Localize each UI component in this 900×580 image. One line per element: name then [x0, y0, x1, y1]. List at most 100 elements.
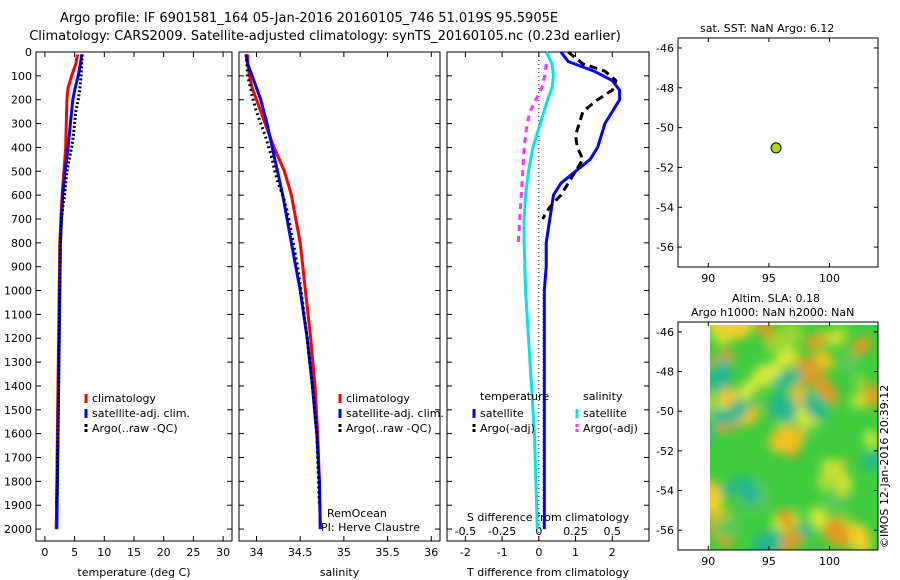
- annotation-remocean: RemOcean: [327, 507, 387, 520]
- sla-blob: [710, 424, 719, 442]
- map-y-tick-label-sla-map: -48: [656, 366, 674, 379]
- series-line-difference-profile-argoadj: [516, 63, 548, 243]
- y-tick-label: 1800: [4, 475, 32, 488]
- series-line-temperature-profile-argorawqc: [55, 54, 84, 506]
- map-x-tick-label-sla-map: 100: [819, 555, 840, 568]
- y-tick-label: 600: [11, 189, 32, 202]
- sla-heatmap: [710, 325, 878, 550]
- y-tick-label: 1100: [4, 308, 32, 321]
- map-frame-sla-map: [677, 321, 879, 551]
- sla-blob: [864, 429, 878, 449]
- y-tick-label: 1500: [4, 404, 32, 417]
- argo-location-point: [770, 142, 782, 154]
- x-tick-label-salinity-profile: 35.5: [375, 546, 400, 559]
- y-tick-label: 200: [11, 94, 32, 107]
- x2-axis-label: S difference from climatology: [467, 511, 630, 524]
- x2-tick-label: 0: [535, 525, 542, 538]
- sla-blob: [719, 387, 736, 407]
- map-y-tick-label-sla-map: -56: [656, 524, 674, 537]
- legend-label-difference: satellite: [583, 407, 627, 420]
- legend-label-salinity: satellite-adj. clim.: [346, 407, 444, 420]
- y-tick-label: 500: [11, 165, 32, 178]
- sla-blob: [861, 451, 878, 471]
- sla-blob: [849, 392, 869, 409]
- sla-blob: [802, 391, 828, 422]
- x-tick-label-salinity-profile: 34: [249, 546, 263, 559]
- y-tick-label: 1300: [4, 356, 32, 369]
- x2-tick-label: 0.5: [604, 525, 622, 538]
- y-tick-label: 1600: [4, 428, 32, 441]
- series-line-salinity-profile-satelliteadjclim: [244, 54, 322, 530]
- map-y-tick-label-sla-map: -50: [656, 405, 674, 418]
- legend-label-temperature: satellite-adj. clim.: [92, 407, 190, 420]
- legend-label-salinity: Argo(..raw -QC): [346, 422, 432, 435]
- x-tick-label-temperature-profile: 25: [186, 546, 200, 559]
- sla-blob: [771, 368, 803, 390]
- map-y-tick-label-location-map: -46: [656, 42, 674, 55]
- sla-blob: [713, 515, 744, 539]
- sla-blob: [846, 522, 872, 550]
- legend-heading-temperature: temperature: [480, 390, 549, 403]
- legend-label-difference: Argo(-adj): [480, 422, 535, 435]
- map-x-tick-label-sla-map: 95: [762, 555, 776, 568]
- legend-label-salinity: climatology: [346, 392, 410, 405]
- y-tick-label: 1000: [4, 285, 32, 298]
- sla-blob: [710, 369, 731, 393]
- x-tick-label-temperature-profile: 20: [157, 546, 171, 559]
- legend-heading-salinity: salinity: [583, 390, 623, 403]
- chart-title-line1: Argo profile: IF 6901581_164 05-Jan-2016…: [60, 11, 559, 26]
- x-tick-label-temperature-profile: 5: [71, 546, 78, 559]
- x-tick-label-difference-profile: -2: [460, 546, 471, 559]
- x-tick-label-salinity-profile: 34.5: [288, 546, 313, 559]
- sla-title-line1: Altim. SLA: 0.18: [732, 292, 821, 305]
- y-tick-label: 1900: [4, 499, 32, 512]
- legend-label-difference: Argo(-adj): [583, 422, 638, 435]
- x-tick-label-temperature-profile: 15: [127, 546, 141, 559]
- x2-tick-label: 0.25: [563, 525, 588, 538]
- sla-blob: [817, 475, 831, 491]
- sla-blob: [813, 350, 834, 371]
- sla-blob: [830, 467, 851, 493]
- panel-frame-salinity-profile: [238, 51, 441, 542]
- sla-blob: [797, 522, 813, 539]
- x-tick-label-temperature-profile: 30: [216, 546, 230, 559]
- y-tick-label: 400: [11, 141, 32, 154]
- map-y-tick-label-sla-map: -46: [656, 326, 674, 339]
- y-tick-label: 100: [11, 70, 32, 83]
- series-line-difference-profile-satellite: [542, 51, 622, 530]
- y-tick-label: 700: [11, 213, 32, 226]
- series-line-difference-profile-satellite: [522, 51, 555, 530]
- y-tick-label: 300: [11, 118, 32, 131]
- sla-blob: [768, 392, 797, 424]
- x-tick-label-difference-profile: 2: [609, 546, 616, 559]
- map-x-tick-label-sla-map: 90: [701, 555, 715, 568]
- x-tick-label-difference-profile: -1: [497, 546, 508, 559]
- sla-blob: [825, 328, 848, 347]
- panel-frame-difference-profile: [446, 51, 650, 542]
- map-frame-location-map: [677, 37, 879, 268]
- sla-blob: [714, 477, 746, 499]
- map-y-tick-label-sla-map: -52: [656, 445, 674, 458]
- y-tick-label: 1700: [4, 452, 32, 465]
- map-y-tick-label-location-map: -50: [656, 122, 674, 135]
- x2-tick-label: -0.5: [455, 525, 476, 538]
- x-tick-label-temperature-profile: 10: [97, 546, 111, 559]
- sla-blobs: [710, 325, 878, 550]
- map-y-tick-label-location-map: -56: [656, 241, 674, 254]
- y-tick-label: 800: [11, 237, 32, 250]
- sla-blob: [718, 325, 755, 340]
- sla-blob: [853, 375, 867, 390]
- sla-blob: [710, 488, 724, 515]
- legend-label-difference: satellite: [480, 407, 524, 420]
- legend-label-temperature: Argo(..raw -QC): [92, 422, 178, 435]
- map-y-tick-label-location-map: -52: [656, 161, 674, 174]
- y-tick-label: 1200: [4, 332, 32, 345]
- y-tick-label: 900: [11, 261, 32, 274]
- map-y-tick-label-location-map: -54: [656, 201, 674, 214]
- x-axis-label-salinity-profile: salinity: [320, 566, 360, 579]
- x-tick-label-difference-profile: 0: [535, 546, 542, 559]
- sla-blob: [777, 509, 796, 530]
- x-tick-label-difference-profile: 1: [572, 546, 579, 559]
- x-axis-label-difference-profile: T difference from climatology: [466, 566, 629, 579]
- series-line-salinity-profile-argorawqc: [244, 54, 321, 506]
